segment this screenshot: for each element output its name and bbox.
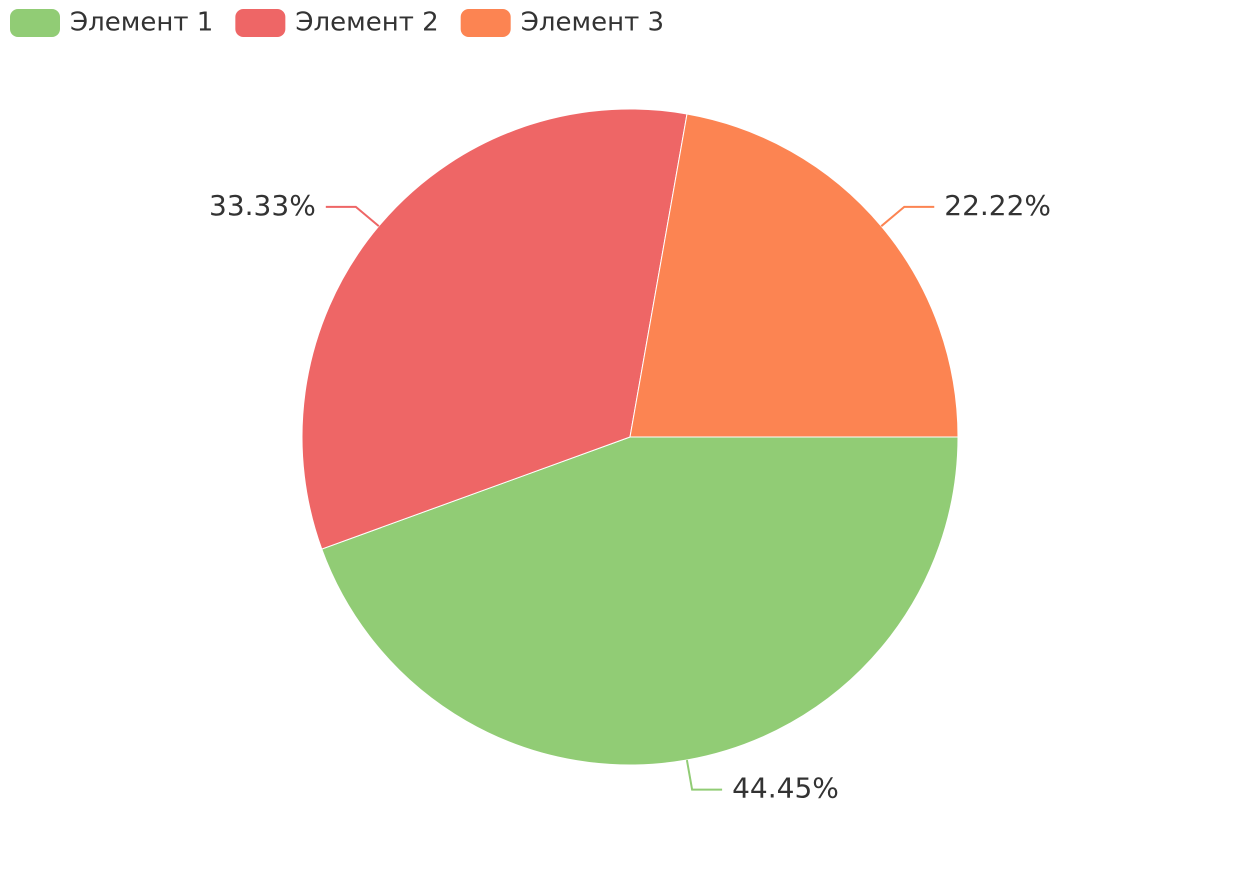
pie-slice[interactable] [321,436,959,766]
label-line [685,759,723,791]
data-label: 22.22% [944,189,1051,222]
pie-slice[interactable] [629,113,959,438]
legend-swatch[interactable] [10,9,60,37]
label-line [325,205,380,227]
legend-label[interactable]: Элемент 3 [521,8,664,38]
legend-swatch[interactable] [235,9,286,37]
data-label: 33.33% [209,189,316,222]
pie-slice[interactable] [301,108,688,550]
label-line [880,205,935,227]
data-label: 44.45% [732,772,839,805]
legend-label[interactable]: Элемент 1 [70,8,213,38]
legend-swatch[interactable] [460,9,511,37]
legend-label[interactable]: Элемент 2 [295,8,438,38]
